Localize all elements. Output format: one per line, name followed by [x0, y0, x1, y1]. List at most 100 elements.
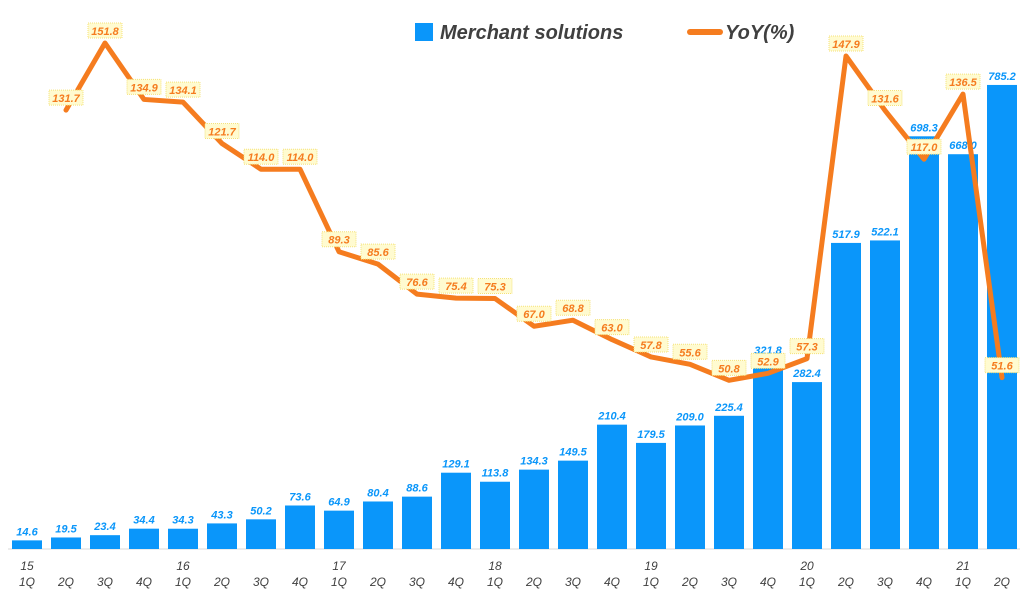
label-box	[48, 89, 84, 106]
bar-value-label: 179.5	[637, 429, 665, 441]
label-box	[243, 148, 279, 165]
label-box	[828, 35, 864, 52]
bar-value-label: 73.6	[289, 492, 311, 504]
yoy-value-text: 151.8	[91, 26, 119, 38]
bar	[51, 537, 81, 549]
x-tick-year: 20	[799, 559, 814, 573]
yoy-value-text: 131.7	[52, 93, 80, 105]
bar-value-label: 225.4	[714, 402, 743, 414]
yoy-value-text: 136.5	[949, 77, 977, 89]
bar	[948, 154, 978, 549]
label-box	[438, 277, 474, 294]
yoy-value-label: 114.0	[243, 148, 279, 165]
yoy-value-label: 68.8	[555, 299, 591, 316]
yoy-value-label: 131.7	[48, 89, 84, 106]
bar-value-label: 34.4	[133, 515, 154, 527]
x-tick-year: 21	[955, 559, 969, 573]
label-box	[477, 277, 513, 294]
bar-value-label: 209.0	[675, 411, 704, 423]
x-tick-quarter: 3Q	[253, 575, 269, 589]
bar	[480, 481, 510, 549]
yoy-value-text: 134.1	[169, 85, 197, 97]
legend-bar-label: Merchant solutions	[440, 22, 623, 44]
bar	[831, 242, 861, 550]
legend-bar-swatch	[415, 23, 433, 41]
bar	[714, 415, 744, 549]
yoy-value-text: 67.0	[523, 309, 545, 321]
label-box	[282, 148, 318, 165]
bar	[207, 523, 237, 549]
bar-value-label: 149.5	[559, 447, 587, 459]
bar	[363, 501, 393, 549]
yoy-value-text: 121.7	[208, 127, 236, 139]
bar-value-label: 282.4	[792, 368, 821, 380]
label-box	[87, 22, 123, 39]
bar-value-label: 698.3	[910, 122, 938, 134]
bar-value-label: 113.8	[482, 468, 510, 480]
x-tick-year: 18	[488, 559, 502, 573]
yoy-value-text: 75.3	[484, 281, 505, 293]
x-tick-year: 16	[176, 559, 190, 573]
label-box	[906, 138, 942, 155]
bar-value-label: 134.3	[520, 456, 548, 468]
bar	[636, 442, 666, 549]
label-box	[984, 357, 1020, 374]
bar	[441, 472, 471, 549]
yoy-value-text: 50.8	[718, 363, 740, 375]
bar	[90, 535, 120, 549]
bar	[909, 136, 939, 550]
yoy-value-text: 114.0	[248, 152, 276, 164]
bar-value-label: 50.2	[250, 505, 271, 517]
yoy-value-label: 151.8	[87, 22, 123, 39]
bar	[870, 240, 900, 549]
bar-value-label: 23.4	[93, 521, 115, 533]
yoy-value-label: 134.9	[126, 78, 162, 95]
x-tick-quarter: 3Q	[409, 575, 425, 589]
x-tick-quarter: 1Q	[175, 575, 191, 589]
x-tick-year: 15	[20, 559, 34, 573]
yoy-value-label: 67.0	[516, 305, 552, 322]
yoy-value-label: 136.5	[945, 73, 981, 90]
legend-line-label: YoY(%)	[725, 22, 795, 44]
bar	[675, 425, 705, 549]
label-box	[750, 352, 786, 369]
x-tick-quarter: 2Q	[369, 575, 386, 589]
bar-value-label: 210.4	[597, 411, 626, 423]
x-tick-quarter: 4Q	[916, 575, 932, 589]
x-tick-quarter: 3Q	[565, 575, 581, 589]
yoy-value-label: 55.6	[672, 343, 708, 360]
bar	[402, 496, 432, 549]
bar-value-label: 19.5	[55, 523, 77, 535]
x-tick-quarter: 1Q	[799, 575, 815, 589]
label-box	[711, 359, 747, 376]
bar	[129, 528, 159, 549]
yoy-value-label: 75.3	[477, 277, 513, 294]
yoy-value-label: 57.3	[789, 338, 825, 355]
bar-value-label: 88.6	[406, 483, 428, 495]
yoy-value-label: 114.0	[282, 148, 318, 165]
x-tick-quarter: 2Q	[213, 575, 230, 589]
legend: Merchant solutions YoY(%)	[415, 22, 795, 44]
x-tick-quarter: 3Q	[877, 575, 893, 589]
label-box	[321, 231, 357, 248]
bar	[519, 469, 549, 549]
bar-value-label: 668.0	[949, 140, 977, 152]
x-tick-quarter: 2Q	[57, 575, 74, 589]
x-tick-quarter: 3Q	[721, 575, 737, 589]
bar-value-label: 64.9	[328, 497, 350, 509]
yoy-value-text: 114.0	[287, 152, 315, 164]
bar-value-label: 43.3	[210, 509, 232, 521]
yoy-value-text: 134.9	[130, 82, 158, 94]
bar-value-label: 517.9	[832, 229, 860, 241]
label-box	[516, 305, 552, 322]
label-box	[165, 81, 201, 98]
bar-value-label: 34.3	[172, 515, 193, 527]
bar	[12, 540, 42, 549]
bar-value-label: 14.6	[16, 526, 38, 538]
yoy-value-text: 75.4	[445, 281, 466, 293]
x-tick-year: 19	[644, 559, 658, 573]
label-box	[867, 89, 903, 106]
x-tick-quarter: 2Q	[837, 575, 854, 589]
label-box	[789, 338, 825, 355]
